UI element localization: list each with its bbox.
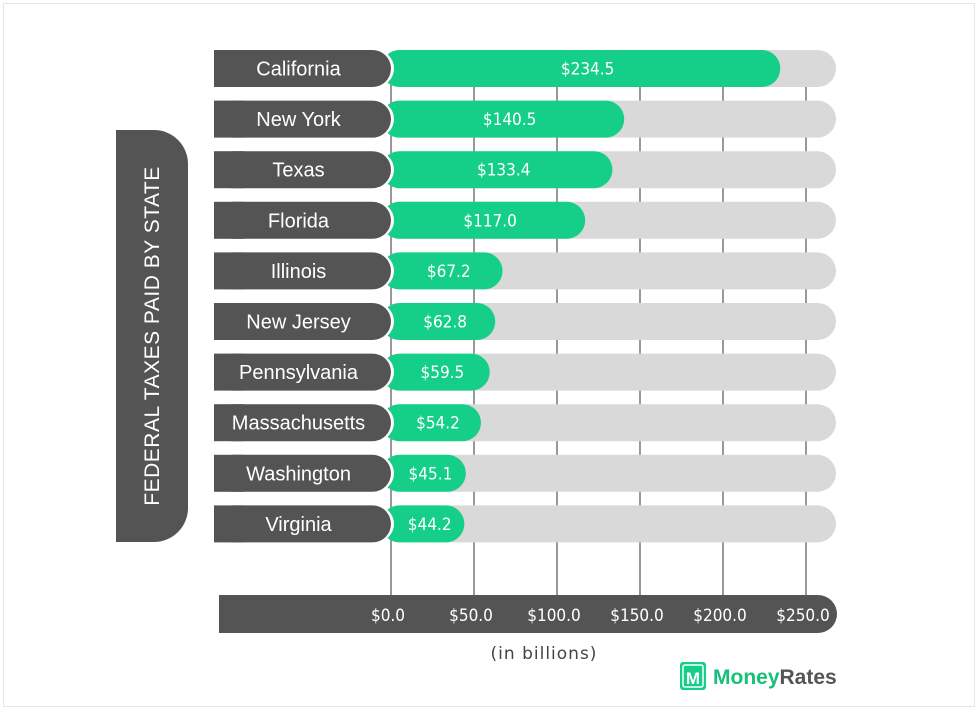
brand-name-money: Money [713,666,780,689]
chart-frame [3,3,975,707]
x-tick-label: $0.0 [371,606,405,626]
bar-row: California $234.5 [214,50,836,87]
bar-row: Illinois $67.2 [214,252,836,290]
bar-track [381,454,836,492]
x-tick-label: $150.0 [610,606,664,626]
bar-track [381,303,836,340]
label-tab [214,50,391,87]
category-label: Massachusetts [232,413,365,435]
moneyrates-logo-icon-inner [682,664,704,688]
category-label: Washington [246,463,351,485]
label-tab-left-edge [214,252,244,290]
category-label: Virginia [265,514,332,536]
category-label: California [256,59,341,81]
label-tab-left-edge [214,353,244,391]
bar [381,252,503,290]
label-tab-left-edge [214,505,244,543]
brand-name-rates: Rates [780,666,837,689]
label-tab [214,404,391,442]
bar-row: Massachusetts $54.2 [214,404,836,442]
bar [381,201,586,239]
value-label: $133.4 [477,161,531,181]
x-tick-label: $50.0 [449,606,493,626]
brand-logo: M MoneyRates [680,662,837,690]
category-label: New Jersey [246,312,350,334]
category-label: Florida [268,210,330,232]
x-tick-label: $100.0 [527,606,581,626]
value-label: $140.5 [483,110,537,130]
category-label: Texas [272,160,324,182]
side-title-panel-left-edge [116,130,152,542]
value-label: $62.8 [423,313,467,333]
value-label: $54.2 [416,414,460,434]
label-tab [214,151,391,189]
bar-track [381,404,836,442]
x-axis-band [219,595,837,633]
bar [381,505,465,543]
value-label: $117.0 [463,211,517,231]
x-tick-label: $250.0 [776,606,830,626]
value-label: $59.5 [420,363,464,383]
bar [381,303,496,340]
brand-name: MoneyRates [713,666,837,689]
label-tab [214,505,391,543]
label-tab-left-edge [214,454,244,492]
bar-row: Virginia $44.2 [214,505,836,543]
bar-row: Pennsylvania $59.5 [214,353,836,391]
label-tab-left-edge [214,100,244,138]
moneyrates-logo-icon [680,662,706,690]
logo-letter: M [686,669,700,688]
x-axis-band-left-edge [219,595,249,633]
bar-row: New Jersey $62.8 [214,303,836,340]
value-label: $67.2 [427,262,471,282]
bar-row: New York $140.5 [214,100,836,138]
category-label: New York [256,109,341,131]
x-axis-label: (in billions) [491,644,598,664]
category-label: Pennsylvania [239,362,359,384]
value-label: $234.5 [561,60,615,80]
label-tab [214,353,391,391]
label-tab-left-edge [214,50,244,87]
bar-track [381,505,836,543]
label-tab [214,303,391,340]
label-tab [214,252,391,290]
label-tab-left-edge [214,151,244,189]
bar [381,151,613,189]
bar-row: Washington $45.1 [214,454,836,492]
x-axis: $0.0 $50.0 $100.0 $150.0 $200.0 $250.0 [219,595,837,633]
bar [381,50,781,87]
bar [381,454,466,492]
bar-row: Florida $117.0 [214,201,836,239]
label-tab [214,454,391,492]
label-tab-left-edge [214,303,244,340]
bars-group: California $234.5 New York $140.5 Texas $133.… [214,50,836,543]
bar [381,404,481,442]
chart-title: FEDERAL TAXES PAID BY STATE [141,166,164,505]
label-tab [214,100,391,138]
bar-row: Texas $133.4 [214,151,836,189]
category-label: Illinois [271,261,327,283]
bar [381,100,625,138]
value-label: $45.1 [409,464,453,484]
label-tab-left-edge [214,201,244,239]
label-tab-left-edge [214,404,244,442]
x-tick-label: $200.0 [693,606,747,626]
label-tab [214,201,391,239]
value-label: $44.2 [408,515,452,535]
bar-track [381,353,836,391]
bar [381,353,490,391]
